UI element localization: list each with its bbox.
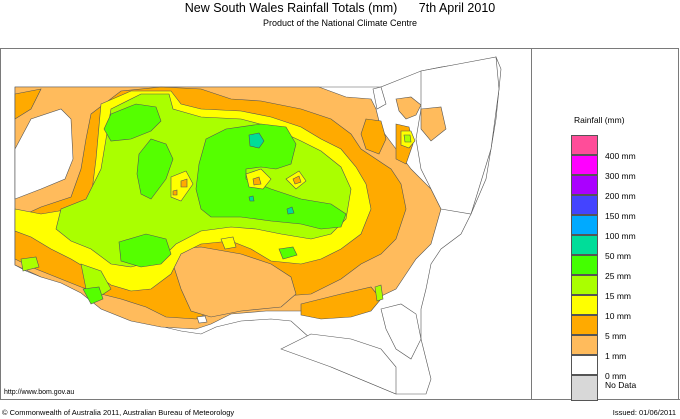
rainfall-map (14, 56, 502, 395)
legend-label-10: 10 mm (605, 311, 631, 321)
legend-label-25: 25 mm (605, 271, 631, 281)
swatch-5-10 (571, 315, 598, 335)
source-url[interactable]: http://www.bom.gov.au (4, 389, 75, 396)
subtitle: Product of the National Climate Centre (262, 18, 418, 28)
bottom-rule (0, 399, 680, 400)
legend-label-5: 5 mm (605, 331, 627, 341)
swatch-10-15 (571, 295, 598, 315)
swatch-25-50 (571, 255, 598, 275)
title-date: 7th April 2010 (418, 1, 496, 15)
legend-label-200: 200 mm (605, 191, 636, 201)
legend-label-50: 50 mm (605, 251, 631, 261)
title-text: New South Wales Rainfall Totals (mm) (184, 1, 398, 15)
legend-divider (531, 48, 532, 400)
swatch-100-150 (571, 215, 598, 235)
swatch-0-1 (571, 355, 598, 375)
swatch-200-300 (571, 175, 598, 195)
swatch-1-5 (571, 335, 598, 355)
copyright-notice: © Commonwealth of Australia 2011, Austra… (2, 408, 235, 417)
swatch-300-400 (571, 155, 598, 175)
map-frame (0, 48, 679, 399)
issued-date: Issued: 01/06/2011 (612, 408, 676, 417)
legend-label-150: 150 mm (605, 211, 636, 221)
legend-label-15: 15 mm (605, 291, 631, 301)
swatch-50-100 (571, 235, 598, 255)
legend-label-1: 1 mm (605, 351, 627, 361)
swatch-no-data (571, 375, 598, 401)
legend-label-400: 400 mm (605, 151, 636, 161)
map-title: New South Wales Rainfall Totals (mm) 7th… (0, 1, 680, 15)
swatch-150-200 (571, 195, 598, 215)
legend-label-0: 0 mm (605, 371, 627, 381)
legend-title: Rainfall (mm) (574, 115, 625, 125)
legend-label-no-data: No Data (605, 380, 637, 390)
swatch-15-25 (571, 275, 598, 295)
legend-label-300: 300 mm (605, 171, 636, 181)
swatch-400plus (571, 135, 598, 155)
legend-label-100: 100 mm (605, 231, 636, 241)
